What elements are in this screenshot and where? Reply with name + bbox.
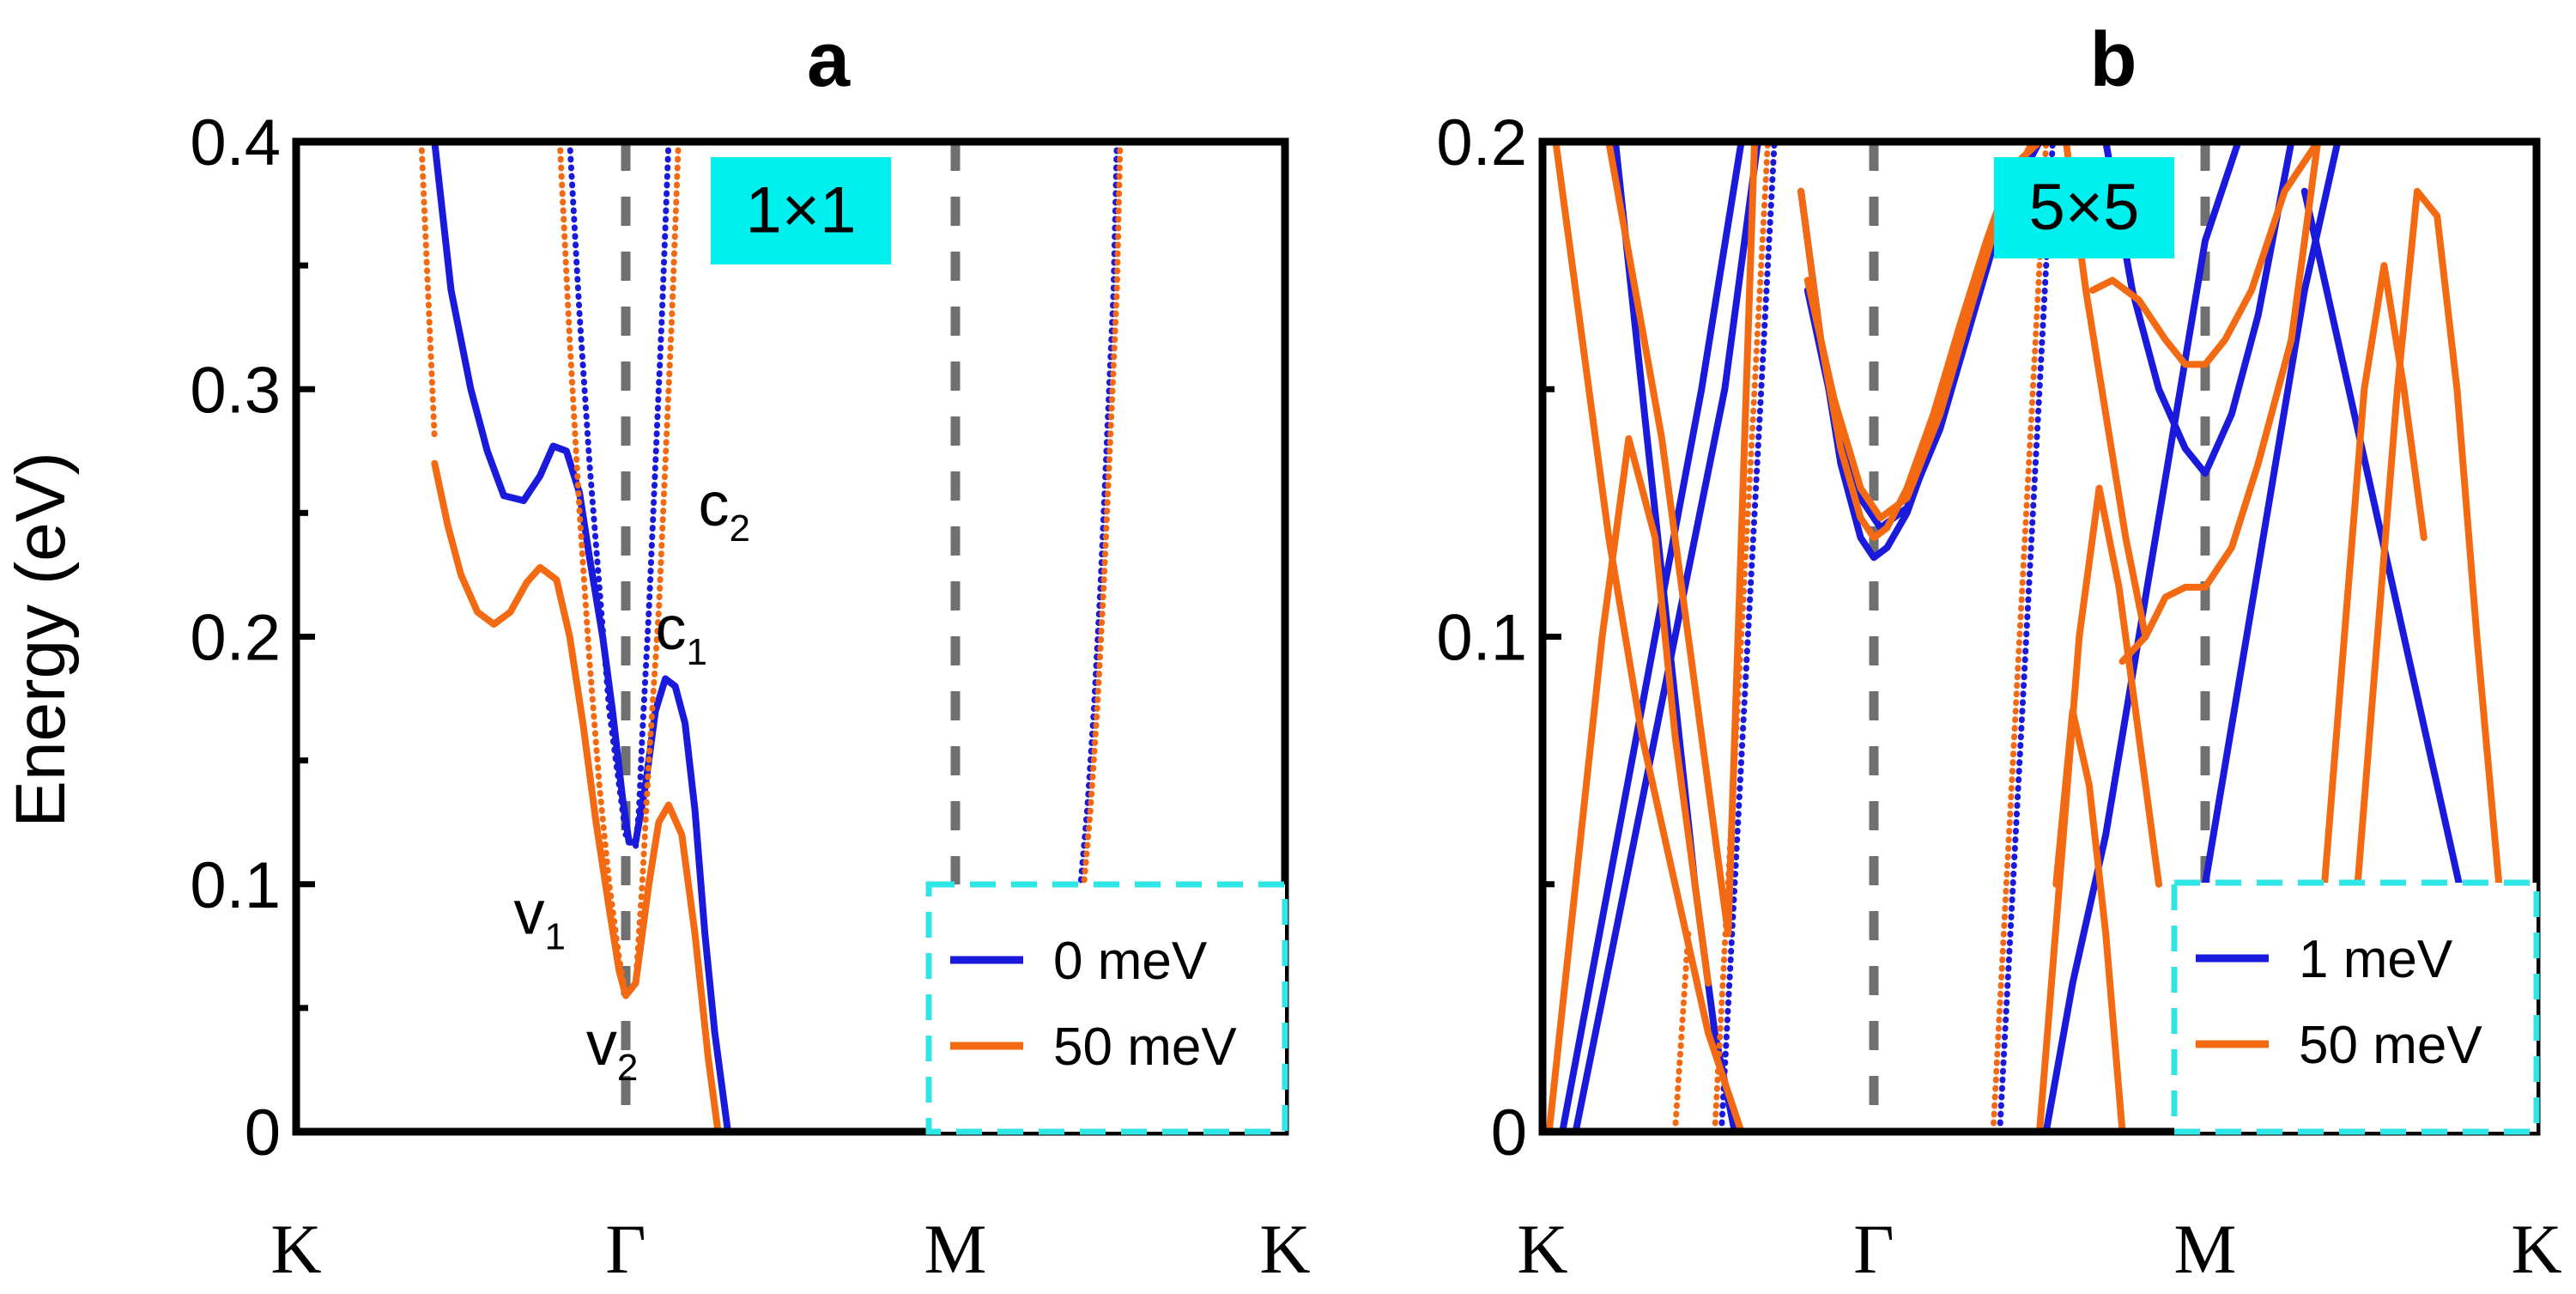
band-curve-orange [2088,142,2322,368]
legend-label: 50 meV [2299,1016,2482,1075]
band-curve-orange [418,142,438,442]
band-curve-blue [633,142,672,850]
band-curve-orange [556,142,629,999]
band-curve-orange [1671,930,1692,1132]
legend-label: 0 meV [1053,932,1208,991]
panel-label: a [807,17,851,103]
kpoint-label: M [924,1210,987,1288]
plot-area [1545,142,2531,1132]
y-tick-label: 0.2 [190,602,281,675]
kpoint-label: K [2511,1210,2561,1288]
y-tick-label: 0.2 [1436,106,1527,179]
supercell-badge-text: 1×1 [746,174,857,247]
panel-label: b [2090,17,2137,103]
y-tick-label: 0.3 [190,354,281,427]
kpoint-label: M [2174,1210,2237,1288]
band-curve-orange [2036,484,2162,1132]
y-axis-label: Energy (eV) [2,452,80,828]
plot-area [418,142,1124,1132]
band-curve-blue [2042,142,2308,1132]
kpoint-label: K [1517,1210,1567,1288]
band-label: v2 [586,1010,638,1089]
legend-box [925,881,1288,1135]
band-curve-blue [2202,142,2361,888]
panel-a: 0 0.1 0.2 0.3 0.4 K Γ M Ka 1×1 c2 c1 v1 v2 0 meV 50 meV [190,17,1310,1288]
band-curve-orange [2354,187,2507,938]
band-label: c2 [698,471,749,550]
band-label: v1 [513,878,565,957]
band-curve-orange [633,142,682,987]
y-tick-label: 0 [1491,1097,1527,1169]
legend-label: 50 meV [1053,1018,1237,1077]
band-curve-blue [1077,142,1120,888]
band-curve-orange [1552,142,1745,1132]
panel-b: 0 0.1 0.2 K Γ M Kb 5×5 1 meV 50 meV [1436,17,2561,1288]
kpoint-label: K [270,1210,321,1288]
band-curve-blue [1718,142,1778,1132]
legend-label: 1 meV [2299,930,2453,989]
band-curve-blue [1559,142,1745,1132]
band-curve-blue [567,142,629,838]
y-tick-label: 0.1 [190,849,281,922]
supercell-badge-text: 5×5 [2029,171,2140,244]
band-curve-blue [1997,142,2056,1132]
y-tick-label: 0.4 [190,106,281,179]
band-curve-orange [2052,708,2126,1132]
supercell-badge [711,157,891,264]
band-curve-orange [1081,142,1124,888]
band-curve-orange [2118,142,2322,665]
band-curve-orange [1545,434,1712,1132]
kpoint-label: K [1259,1210,1310,1288]
band-curve-orange [431,459,722,1132]
band-curve-blue [431,142,731,1132]
band-curve-orange [1990,142,2050,1132]
y-tick-label: 0 [245,1097,281,1169]
band-curve-blue [1572,142,1761,1132]
supercell-badge [1994,157,2174,258]
kpoint-label: Γ [1853,1210,1894,1288]
band-curve-blue [2102,142,2295,477]
kpoint-label: Γ [605,1210,646,1288]
band-curve-orange [1712,142,1771,1132]
y-tick-label: 0.1 [1436,602,1527,675]
band-label: c1 [656,594,707,673]
legend-box [2171,879,2540,1135]
